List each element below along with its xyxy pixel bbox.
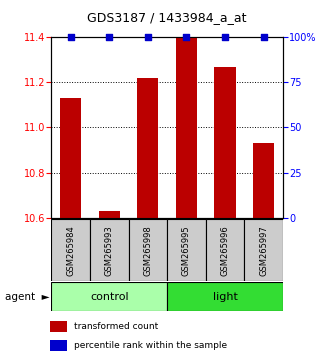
Bar (137, 78, 159, 218)
Text: percentile rank within the sample: percentile rank within the sample (74, 341, 227, 350)
Bar (99, 211, 120, 218)
Text: GSM265998: GSM265998 (143, 225, 152, 276)
Text: light: light (213, 292, 238, 302)
Bar (167, 282, 283, 311)
Text: GSM265993: GSM265993 (105, 225, 114, 276)
Text: GSM265996: GSM265996 (220, 225, 230, 276)
Bar (214, 67, 236, 218)
Text: GSM265997: GSM265997 (259, 225, 268, 276)
Text: agent  ►: agent ► (5, 292, 50, 302)
Point (107, 34, 112, 40)
Point (145, 34, 151, 40)
Text: GSM265995: GSM265995 (182, 225, 191, 276)
Text: control: control (90, 292, 128, 302)
Bar (206, 219, 244, 281)
Point (222, 34, 228, 40)
Text: transformed count: transformed count (74, 322, 158, 331)
Bar (50, 321, 67, 332)
Bar (51, 282, 167, 311)
Bar (128, 219, 167, 281)
Bar (176, 37, 197, 218)
Bar (167, 219, 206, 281)
Bar (253, 143, 274, 218)
Text: GDS3187 / 1433984_a_at: GDS3187 / 1433984_a_at (87, 11, 247, 24)
Bar (60, 98, 81, 218)
Text: GSM265984: GSM265984 (66, 225, 75, 276)
Bar (50, 339, 67, 351)
Bar (244, 219, 283, 281)
Bar (90, 219, 128, 281)
Point (68, 34, 73, 40)
Point (184, 34, 189, 40)
Point (261, 34, 266, 40)
Bar (51, 219, 90, 281)
